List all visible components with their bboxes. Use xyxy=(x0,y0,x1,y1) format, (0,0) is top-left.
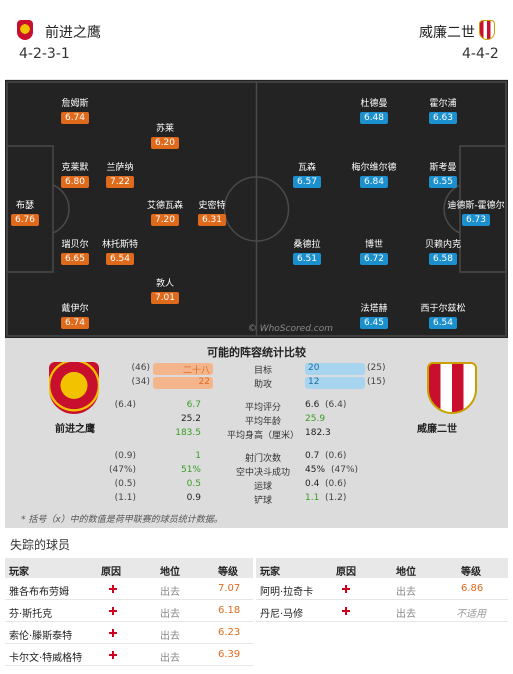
home-crest-icon xyxy=(17,20,33,40)
away-crest-icon xyxy=(479,20,495,40)
away-player[interactable]: 霍尔浦 6.63 xyxy=(428,99,458,124)
missing-players-title: 失踪的球员 xyxy=(10,538,71,552)
table-row[interactable]: 索伦·滕斯泰特 出去 6.23 xyxy=(5,622,253,644)
footnote: * 括号（x）中的数值是荷甲联赛的球员统计数据。 xyxy=(21,515,223,525)
stat-row-rating: (6.4) 6.7 平均评分 6.6 (6.4) xyxy=(114,400,347,413)
home-team-label: 前进之鹰 xyxy=(55,424,95,435)
stat-row-dribbles: (0.5) 0.5 运球 0.4 (0.6) xyxy=(114,479,347,492)
away-player[interactable]: 斯考曼 6.55 xyxy=(428,163,458,188)
top-strip xyxy=(0,0,513,8)
home-player[interactable]: 戴伊尔 6.74 xyxy=(60,304,90,329)
home-player[interactable]: 布瑟 6.76 xyxy=(5,198,55,226)
stat-row-age: 25.2 平均年龄 25.9 xyxy=(180,414,326,427)
away-crest-large-icon xyxy=(427,362,477,414)
stat-row-height: 183.5 平均身高（厘米） 182.3 xyxy=(175,428,331,441)
home-player[interactable]: 克莱默 6.80 xyxy=(60,163,90,188)
injury-icon xyxy=(109,585,117,593)
away-goals-bar: 20 xyxy=(305,363,365,375)
away-formation: 4-4-2 xyxy=(462,46,499,62)
stat-row-assists: (34) 22 助攻 12 (15) xyxy=(131,377,386,390)
stat-row-aerials: (47%) 51% 空中决斗成功 45% (47%) xyxy=(108,465,359,478)
table-row[interactable]: 雅各布布劳姆 出去 7.07 xyxy=(5,578,253,600)
home-player[interactable]: 瑞贝尔 6.65 xyxy=(60,240,90,265)
away-team-name[interactable]: 威廉二世 xyxy=(419,25,475,41)
home-assists-bar: 22 xyxy=(153,377,213,389)
stat-row-goals: (46) 二十八 目标 20 (25) xyxy=(131,363,386,376)
injury-icon xyxy=(109,607,117,615)
away-team-label: 威廉二世 xyxy=(417,424,457,435)
stat-row-shots: (0.9) 1 射门次数 0.7 (0.6) xyxy=(114,451,347,464)
home-player[interactable]: 苏莱 6.20 xyxy=(135,121,195,149)
home-player[interactable]: 艾德瓦森 7.20 xyxy=(146,201,183,226)
away-assists-bar: 12 xyxy=(305,377,365,389)
comparison-title: 可能的阵容统计比较 xyxy=(207,346,306,359)
away-player[interactable]: 迪德斯-霍德尔 6.73 xyxy=(447,201,505,226)
injury-icon xyxy=(342,585,350,593)
home-player[interactable]: 兰萨纳 7.22 xyxy=(105,163,135,188)
table-row[interactable]: 阿明·拉奇卡 出去 6.86 xyxy=(256,578,508,600)
injury-icon xyxy=(342,607,350,615)
home-goals-bar: 二十八 xyxy=(153,363,213,376)
away-player[interactable]: 瓦森 6.57 xyxy=(277,160,337,188)
away-player[interactable]: 梅尔维尔德 6.84 xyxy=(351,163,397,188)
table-row[interactable]: 丹尼·马修 出去 不适用 xyxy=(256,600,508,622)
away-player[interactable]: 西于尔兹松 6.54 xyxy=(420,304,466,329)
home-team-name[interactable]: 前进之鹰 xyxy=(45,25,101,41)
table-header: 玩家 原因 地位 等级 xyxy=(5,558,253,578)
injury-icon xyxy=(109,629,117,637)
away-player[interactable]: 桑德拉 6.51 xyxy=(292,240,322,265)
pitch: 詹姆斯 6.74 苏莱 6.20 克莱默 6.80 兰萨纳 7.22 布瑟 6.76 艾德… xyxy=(5,80,508,338)
table-row[interactable]: 卡尔文·特威格特 出去 6.39 xyxy=(5,644,253,666)
home-player[interactable]: 林托斯特 6.54 xyxy=(101,240,138,265)
home-player[interactable]: 詹姆斯 6.74 xyxy=(60,99,90,124)
away-missing-table: 玩家 原因 地位 等级 阿明·拉奇卡 出去 6.86 丹尼·马修 出去 不适用 xyxy=(256,558,508,622)
table-row[interactable]: 芬·斯托克 出去 6.18 xyxy=(5,600,253,622)
lineup-comparison: 可能的阵容统计比较 前进之鹰 威廉二世 (46) 二十八 目标 20 (25) … xyxy=(5,338,508,528)
home-formation: 4-2-3-1 xyxy=(19,46,70,62)
injury-icon xyxy=(109,651,117,659)
table-header: 玩家 原因 地位 等级 xyxy=(256,558,508,578)
watermark: © WhoScored.com xyxy=(247,324,333,334)
away-player[interactable]: 贝赖内克 6.58 xyxy=(424,240,461,265)
home-missing-table: 玩家 原因 地位 等级 雅各布布劳姆 出去 7.07 芬·斯托克 出去 6.18… xyxy=(5,558,253,666)
away-player[interactable]: 法塔赫 6.45 xyxy=(359,304,389,329)
home-crest-large-icon xyxy=(49,362,99,414)
away-player[interactable]: 杜德曼 6.48 xyxy=(359,99,389,124)
pitch-lines xyxy=(6,81,507,337)
away-player[interactable]: 博世 6.72 xyxy=(344,237,404,265)
home-player[interactable]: 史密特 6.31 xyxy=(197,201,227,226)
home-player[interactable]: 敦人 7.01 xyxy=(135,276,195,304)
stat-row-tackles: (1.1) 0.9 铲球 1.1 (1.2) xyxy=(114,493,347,506)
team-header: 前进之鹰 4-2-3-1 威廉二世 4-4-2 xyxy=(5,8,508,80)
